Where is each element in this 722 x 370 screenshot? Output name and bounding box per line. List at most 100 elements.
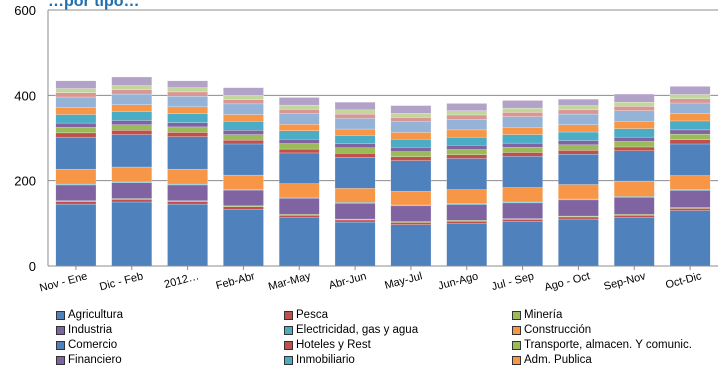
bar-segment — [446, 103, 488, 111]
x-tick-label: Nov - Ene — [38, 270, 88, 294]
bar-segment — [669, 208, 711, 211]
bar-segment — [502, 152, 543, 157]
bar-segment — [446, 119, 488, 131]
x-tick-label: Abr-Jun — [328, 270, 368, 292]
bar-segment — [223, 134, 264, 141]
bar-segment — [613, 110, 655, 122]
bar-segment — [278, 148, 320, 154]
legend-swatch — [284, 325, 293, 335]
bar-segment — [55, 122, 97, 128]
bar-segment — [111, 104, 153, 112]
bar-segment — [390, 151, 432, 157]
x-tick-label: Ago - Oct — [543, 270, 591, 294]
bar-segment — [278, 215, 320, 218]
bar-segment — [334, 113, 376, 119]
bar-segment — [446, 189, 488, 204]
bar-segment — [502, 187, 543, 203]
bar-segment — [55, 80, 97, 89]
bar-segment — [111, 199, 153, 203]
bar-segment — [167, 95, 208, 108]
bar-segment — [390, 160, 432, 192]
bar-segment — [55, 136, 97, 170]
legend-item: Inmobiliario — [284, 353, 512, 367]
bar-segment — [167, 106, 208, 114]
bar-segment — [55, 88, 97, 93]
bar-segment — [223, 87, 264, 96]
bar-segment — [502, 134, 543, 144]
bar-segment — [558, 154, 599, 185]
bar-segment — [446, 220, 488, 224]
legend-label: Adm. Publica — [524, 354, 592, 366]
bar-segment — [278, 143, 320, 150]
bar-segment — [278, 124, 320, 131]
bar-segment — [55, 127, 97, 134]
bar-segment — [278, 97, 320, 106]
bar-segment — [55, 201, 97, 205]
bar-segment — [167, 91, 208, 97]
bar-segment — [669, 98, 711, 104]
bar-segment — [278, 183, 320, 198]
bar-segment — [390, 147, 432, 152]
legend-item: Pesca — [284, 308, 512, 322]
bar-segment — [613, 128, 655, 138]
bar-segment — [334, 153, 376, 158]
legend-item: Transporte, almacen. Y comunic. — [512, 338, 722, 352]
bar-segment — [446, 149, 488, 155]
bar-segment — [278, 104, 320, 110]
y-tick-label: 600 — [14, 3, 36, 18]
legend-swatch — [56, 340, 65, 350]
bar-segment — [55, 107, 97, 115]
bar-segment — [558, 124, 599, 133]
bar-segment — [55, 168, 97, 185]
legend-item: Industria — [56, 323, 284, 337]
bar-segment — [334, 101, 376, 111]
bar-segment — [390, 121, 432, 133]
bar-segment — [334, 143, 376, 149]
bar-segment — [613, 150, 655, 182]
bar-segment — [223, 139, 264, 145]
bar-segment — [390, 191, 432, 206]
bar-segment — [223, 143, 264, 176]
legend-swatch — [56, 310, 65, 320]
bar-segment — [334, 156, 376, 189]
bar-segment — [558, 144, 599, 151]
legend-label: Electricidad, gas y agua — [296, 324, 419, 336]
bar-segment — [55, 92, 97, 98]
bar-segment — [669, 113, 711, 122]
legend-swatch — [512, 340, 521, 350]
legend-label: Construcción — [524, 324, 592, 336]
legend-swatch — [512, 355, 521, 365]
legend-label: Hoteles y Rest — [296, 339, 371, 351]
bar-segment — [334, 135, 376, 144]
bar-segment — [167, 113, 208, 123]
x-tick-label: 2012… — [163, 270, 200, 291]
bar-segment — [167, 136, 208, 170]
legend-item: Financiero — [56, 353, 284, 367]
bar-segment — [502, 112, 543, 117]
bar-segment — [669, 175, 711, 190]
x-tick-label: Jun-Ago — [437, 270, 480, 292]
bar-segment — [669, 94, 711, 99]
legend: Agricultura Pesca Minería Industria Electric… — [56, 308, 722, 367]
bar-segment — [111, 76, 153, 86]
bar-segment — [502, 116, 543, 128]
legend-swatch — [512, 310, 521, 320]
bar-segment — [223, 209, 264, 267]
bar-segment — [558, 218, 599, 267]
legend-item: Agricultura — [56, 308, 284, 322]
bar-segment — [613, 215, 655, 218]
bar-segment — [502, 100, 543, 109]
legend-label: Industria — [68, 324, 113, 336]
legend-label: Pesca — [296, 309, 328, 321]
bar-segment — [111, 89, 153, 95]
bar-segment — [278, 130, 320, 140]
bar-segment — [390, 113, 432, 118]
bar-segment — [55, 184, 97, 201]
bar-segment — [390, 224, 432, 267]
bar-segment — [558, 140, 599, 146]
x-tick-label: Dic - Feb — [98, 270, 144, 293]
bar-segment — [55, 132, 97, 138]
bar-segment — [111, 166, 153, 183]
bar-segment — [390, 117, 432, 122]
legend-item: Hoteles y Rest — [284, 338, 512, 352]
